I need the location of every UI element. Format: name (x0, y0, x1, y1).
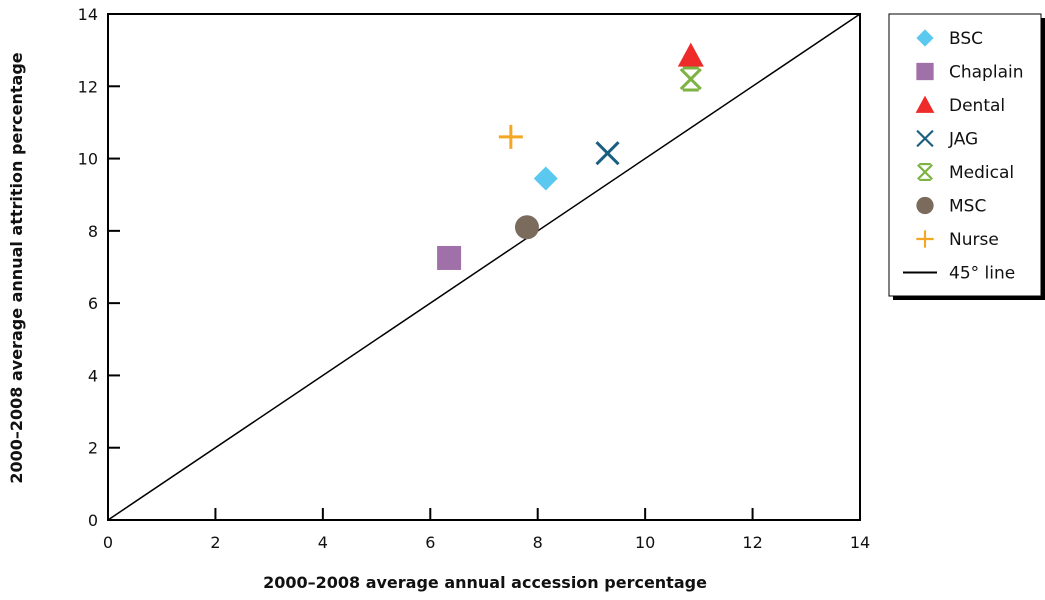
legend-swatch-nurse (916, 230, 934, 248)
x-tick-label-2: 2 (210, 533, 220, 552)
legend-label-45-line: 45° line (949, 264, 1015, 284)
x-axis-title: 2000–2008 average annual accession perce… (263, 573, 707, 592)
y-tick-label-0: 0 (88, 511, 98, 530)
legend-swatch-dental (915, 95, 935, 113)
x-tick-label-8: 8 (533, 533, 543, 552)
y-tick-label-6: 6 (88, 294, 98, 313)
data-point-nurse (498, 124, 523, 149)
legend-label-msc: MSC (949, 197, 986, 217)
x-tick-label-10: 10 (635, 533, 655, 552)
legend-box (888, 13, 1042, 297)
y-axis-title: 2000–2008 average annual attrition perce… (7, 52, 26, 483)
data-point-chaplain (437, 245, 462, 270)
legend-swatch-chaplain (916, 62, 934, 81)
y-tick-label-4: 4 (88, 366, 98, 385)
tick-labels: 0 2 4 6 8 10 12 14 0 2 4 6 8 10 12 14 (78, 5, 871, 552)
x-tick-label-12: 12 (742, 533, 762, 552)
y-tick-label-10: 10 (78, 150, 98, 169)
legend-swatch-bsc (916, 29, 934, 47)
legend-label-dental: Dental (949, 96, 1005, 116)
y-tick-label-12: 12 (78, 77, 98, 96)
legend-swatch-medical (917, 163, 933, 181)
legend-label-bsc: BSC (949, 29, 983, 49)
plot-frame (107, 13, 861, 521)
y-tick-label-2: 2 (88, 439, 98, 458)
x-tick-label-4: 4 (318, 533, 328, 552)
legend-label-nurse: Nurse (949, 230, 999, 250)
data-point-msc (514, 215, 539, 240)
data-point-dental (677, 42, 704, 67)
data-point-medical (679, 66, 702, 92)
data-point-bsc (533, 166, 558, 191)
legend-label-chaplain: Chaplain (949, 63, 1024, 83)
y-tick-label-14: 14 (78, 5, 98, 24)
x-tick-label-14: 14 (850, 533, 870, 552)
x-tick-label-0: 0 (103, 533, 113, 552)
reference-line-group (107, 13, 861, 521)
legend-swatch-msc (916, 196, 934, 215)
legend-label-jag: JAG (948, 130, 978, 150)
legend: BSC Chaplain Dental JAG Medical MSC Nurse 45° l… (888, 13, 1045, 300)
x-tick-label-6: 6 (425, 533, 435, 552)
data-points (437, 42, 704, 270)
y-tick-label-8: 8 (88, 222, 98, 241)
axes (107, 13, 861, 521)
legend-label-medical: Medical (949, 163, 1014, 183)
reference-line-45 (107, 13, 861, 521)
legend-swatch-jag (916, 129, 934, 148)
data-point-jag (595, 141, 620, 166)
